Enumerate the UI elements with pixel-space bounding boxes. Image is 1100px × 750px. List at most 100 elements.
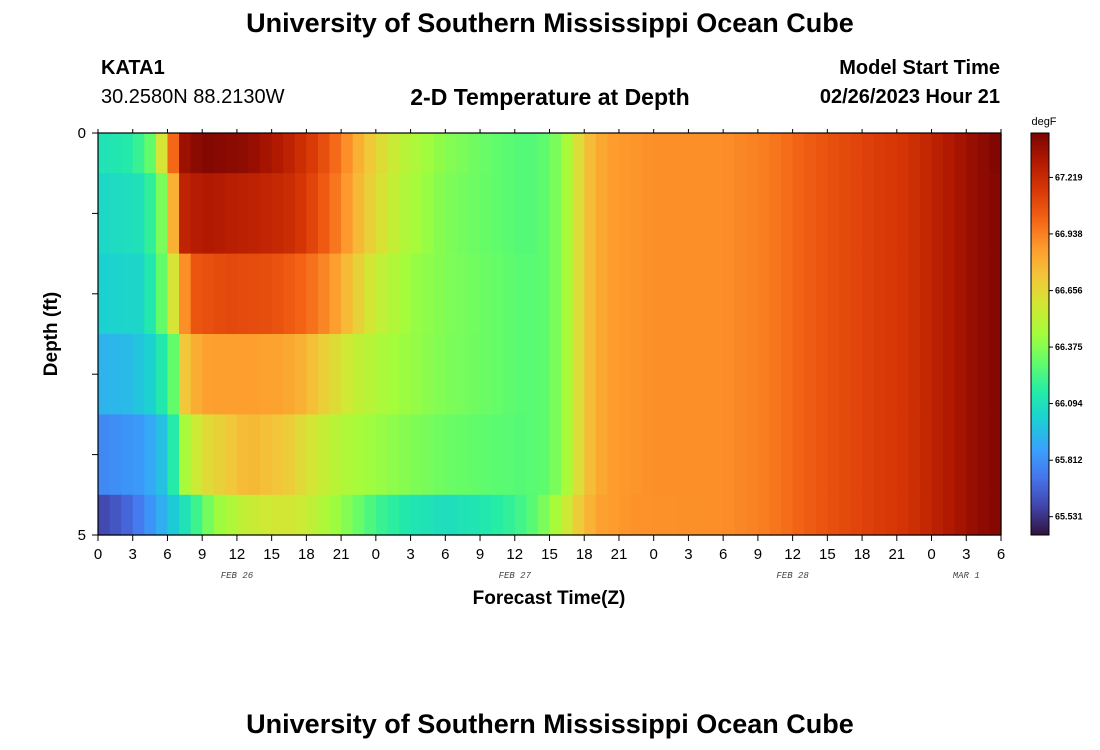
heatmap-cell-l4-h14	[260, 414, 273, 496]
model-start-time: 02/26/2023 Hour 21	[819, 86, 1000, 108]
heatmap-cell-l5-h52	[700, 494, 713, 536]
heatmap-cell-l4-h58	[769, 414, 782, 496]
heatmap-cells	[98, 133, 1002, 536]
heatmap-cell-l4-h18	[306, 414, 319, 496]
heatmap-cell-l4-h9	[202, 414, 215, 496]
heatmap-cell-l1-h47	[642, 173, 655, 255]
heatmap-cell-l2-h8	[190, 253, 203, 335]
heatmap-cell-l2-h27	[410, 253, 423, 335]
heatmap-cell-l4-h19	[317, 414, 331, 496]
heatmap-cell-l5-h8	[190, 494, 203, 536]
heatmap-cell-l1-h27	[410, 173, 423, 255]
heatmap-cell-l5-h66	[862, 494, 875, 536]
heatmap-cell-l0-h33	[480, 133, 493, 174]
day-label: FEB 26	[221, 571, 254, 581]
heatmap-cell-l3-h7	[179, 334, 192, 415]
heatmap-cell-l4-h66	[862, 414, 875, 496]
heatmap-cell-l4-h6	[167, 414, 180, 496]
heatmap-cell-l1-h75	[966, 173, 979, 255]
heatmap-cell-l4-h76	[977, 414, 991, 496]
heatmap-cell-l0-h23	[364, 133, 377, 174]
heatmap-cell-l1-h37	[526, 173, 539, 255]
heatmap-cell-l3-h54	[723, 334, 736, 415]
heatmap-cell-l5-h30	[445, 494, 458, 536]
x-tick-label: 6	[163, 546, 171, 563]
heatmap-cell-l2-h29	[433, 253, 446, 335]
heatmap-cell-l2-h6	[167, 253, 180, 335]
heatmap-cell-l3-h33	[480, 334, 493, 415]
heatmap-cell-l4-h48	[653, 414, 666, 496]
colorbar-tick-label: 66.375	[1055, 342, 1083, 352]
heatmap-cell-l5-h44	[607, 494, 620, 536]
heatmap-cell-l1-h64	[838, 173, 852, 255]
heatmap-cell-l2-h65	[850, 253, 863, 335]
heatmap-cell-l0-h66	[862, 133, 875, 174]
heatmap-cell-l3-h73	[943, 334, 956, 415]
heatmap-cell-l2-h32	[468, 253, 481, 335]
heatmap-cell-l2-h58	[769, 253, 782, 335]
x-tick-label: 21	[888, 546, 905, 563]
heatmap-cell-l3-h16	[283, 334, 296, 415]
station-coordinates: 30.2580N 88.2130W	[101, 86, 285, 108]
heatmap-cell-l3-h13	[248, 334, 261, 415]
x-tick-label: 21	[611, 546, 628, 563]
x-tick-label: 3	[962, 546, 970, 563]
heatmap-cell-l3-h40	[561, 334, 574, 415]
x-tick-label: 6	[441, 546, 449, 563]
heatmap-cell-l4-h49	[665, 414, 678, 496]
heatmap-cell-l2-h23	[364, 253, 377, 335]
heatmap-cell-l3-h48	[653, 334, 666, 415]
heatmap-cell-l4-h16	[283, 414, 296, 496]
x-tick-label: 15	[541, 546, 558, 563]
heatmap-cell-l0-h9	[202, 133, 215, 174]
colorbar-tick-label: 66.656	[1055, 286, 1083, 296]
heatmap-cell-l1-h70	[908, 173, 921, 255]
heatmap-cell-l2-h20	[329, 253, 342, 335]
heatmap-cell-l4-h30	[445, 414, 458, 496]
heatmap-cell-l4-h75	[966, 414, 979, 496]
heatmap-cell-l2-h12	[236, 253, 250, 335]
heatmap-cell-l0-h36	[514, 133, 527, 174]
heatmap-cell-l4-h3	[132, 414, 145, 496]
y-axis-title: Depth (ft)	[41, 292, 62, 376]
y-axis: 05	[78, 125, 98, 544]
heatmap-cell-l2-h9	[202, 253, 215, 335]
x-tick-label: 15	[819, 546, 836, 563]
heatmap-cell-l5-h7	[179, 494, 192, 536]
heatmap-cell-l3-h34	[491, 334, 504, 415]
heatmap-cell-l3-h72	[931, 334, 944, 415]
heatmap-cell-l5-h60	[792, 494, 805, 536]
heatmap-cell-l3-h75	[966, 334, 979, 415]
heatmap-cell-l3-h0	[98, 334, 111, 415]
heatmap-cell-l1-h51	[688, 173, 701, 255]
heatmap-cell-l0-h76	[977, 133, 991, 174]
colorbar-tick-label: 66.938	[1055, 229, 1083, 239]
heatmap-cell-l0-h60	[792, 133, 805, 174]
heatmap-cell-l5-h56	[746, 494, 759, 536]
x-tick-label: 6	[719, 546, 727, 563]
heatmap-cell-l0-h67	[873, 133, 886, 174]
heatmap-cell-l5-h18	[306, 494, 319, 536]
heatmap-cell-l0-h26	[399, 133, 412, 174]
heatmap-cell-l2-h31	[456, 253, 470, 335]
heatmap-cell-l1-h33	[480, 173, 493, 255]
heatmap-cell-l0-h15	[271, 133, 284, 174]
heatmap-cell-l2-h49	[665, 253, 678, 335]
x-axis-title: Forecast Time(Z)	[473, 588, 626, 609]
heatmap-cell-l2-h77	[989, 253, 1002, 335]
heatmap-cell-l3-h19	[317, 334, 331, 415]
heatmap-cell-l2-h57	[757, 253, 771, 335]
heatmap-cell-l4-h73	[943, 414, 956, 496]
heatmap-cell-l1-h31	[456, 173, 470, 255]
heatmap-cell-l2-h71	[919, 253, 933, 335]
heatmap-cell-l5-h73	[943, 494, 956, 536]
heatmap-cell-l2-h53	[711, 253, 724, 335]
heatmap-cell-l0-h38	[537, 133, 551, 174]
heatmap-cell-l3-h3	[132, 334, 145, 415]
heatmap-cell-l5-h11	[225, 494, 238, 536]
heatmap-cell-l1-h18	[306, 173, 319, 255]
heatmap-cell-l3-h17	[294, 334, 307, 415]
heatmap-cell-l3-h26	[399, 334, 412, 415]
heatmap-cell-l1-h60	[792, 173, 805, 255]
heatmap-cell-l0-h20	[329, 133, 342, 174]
